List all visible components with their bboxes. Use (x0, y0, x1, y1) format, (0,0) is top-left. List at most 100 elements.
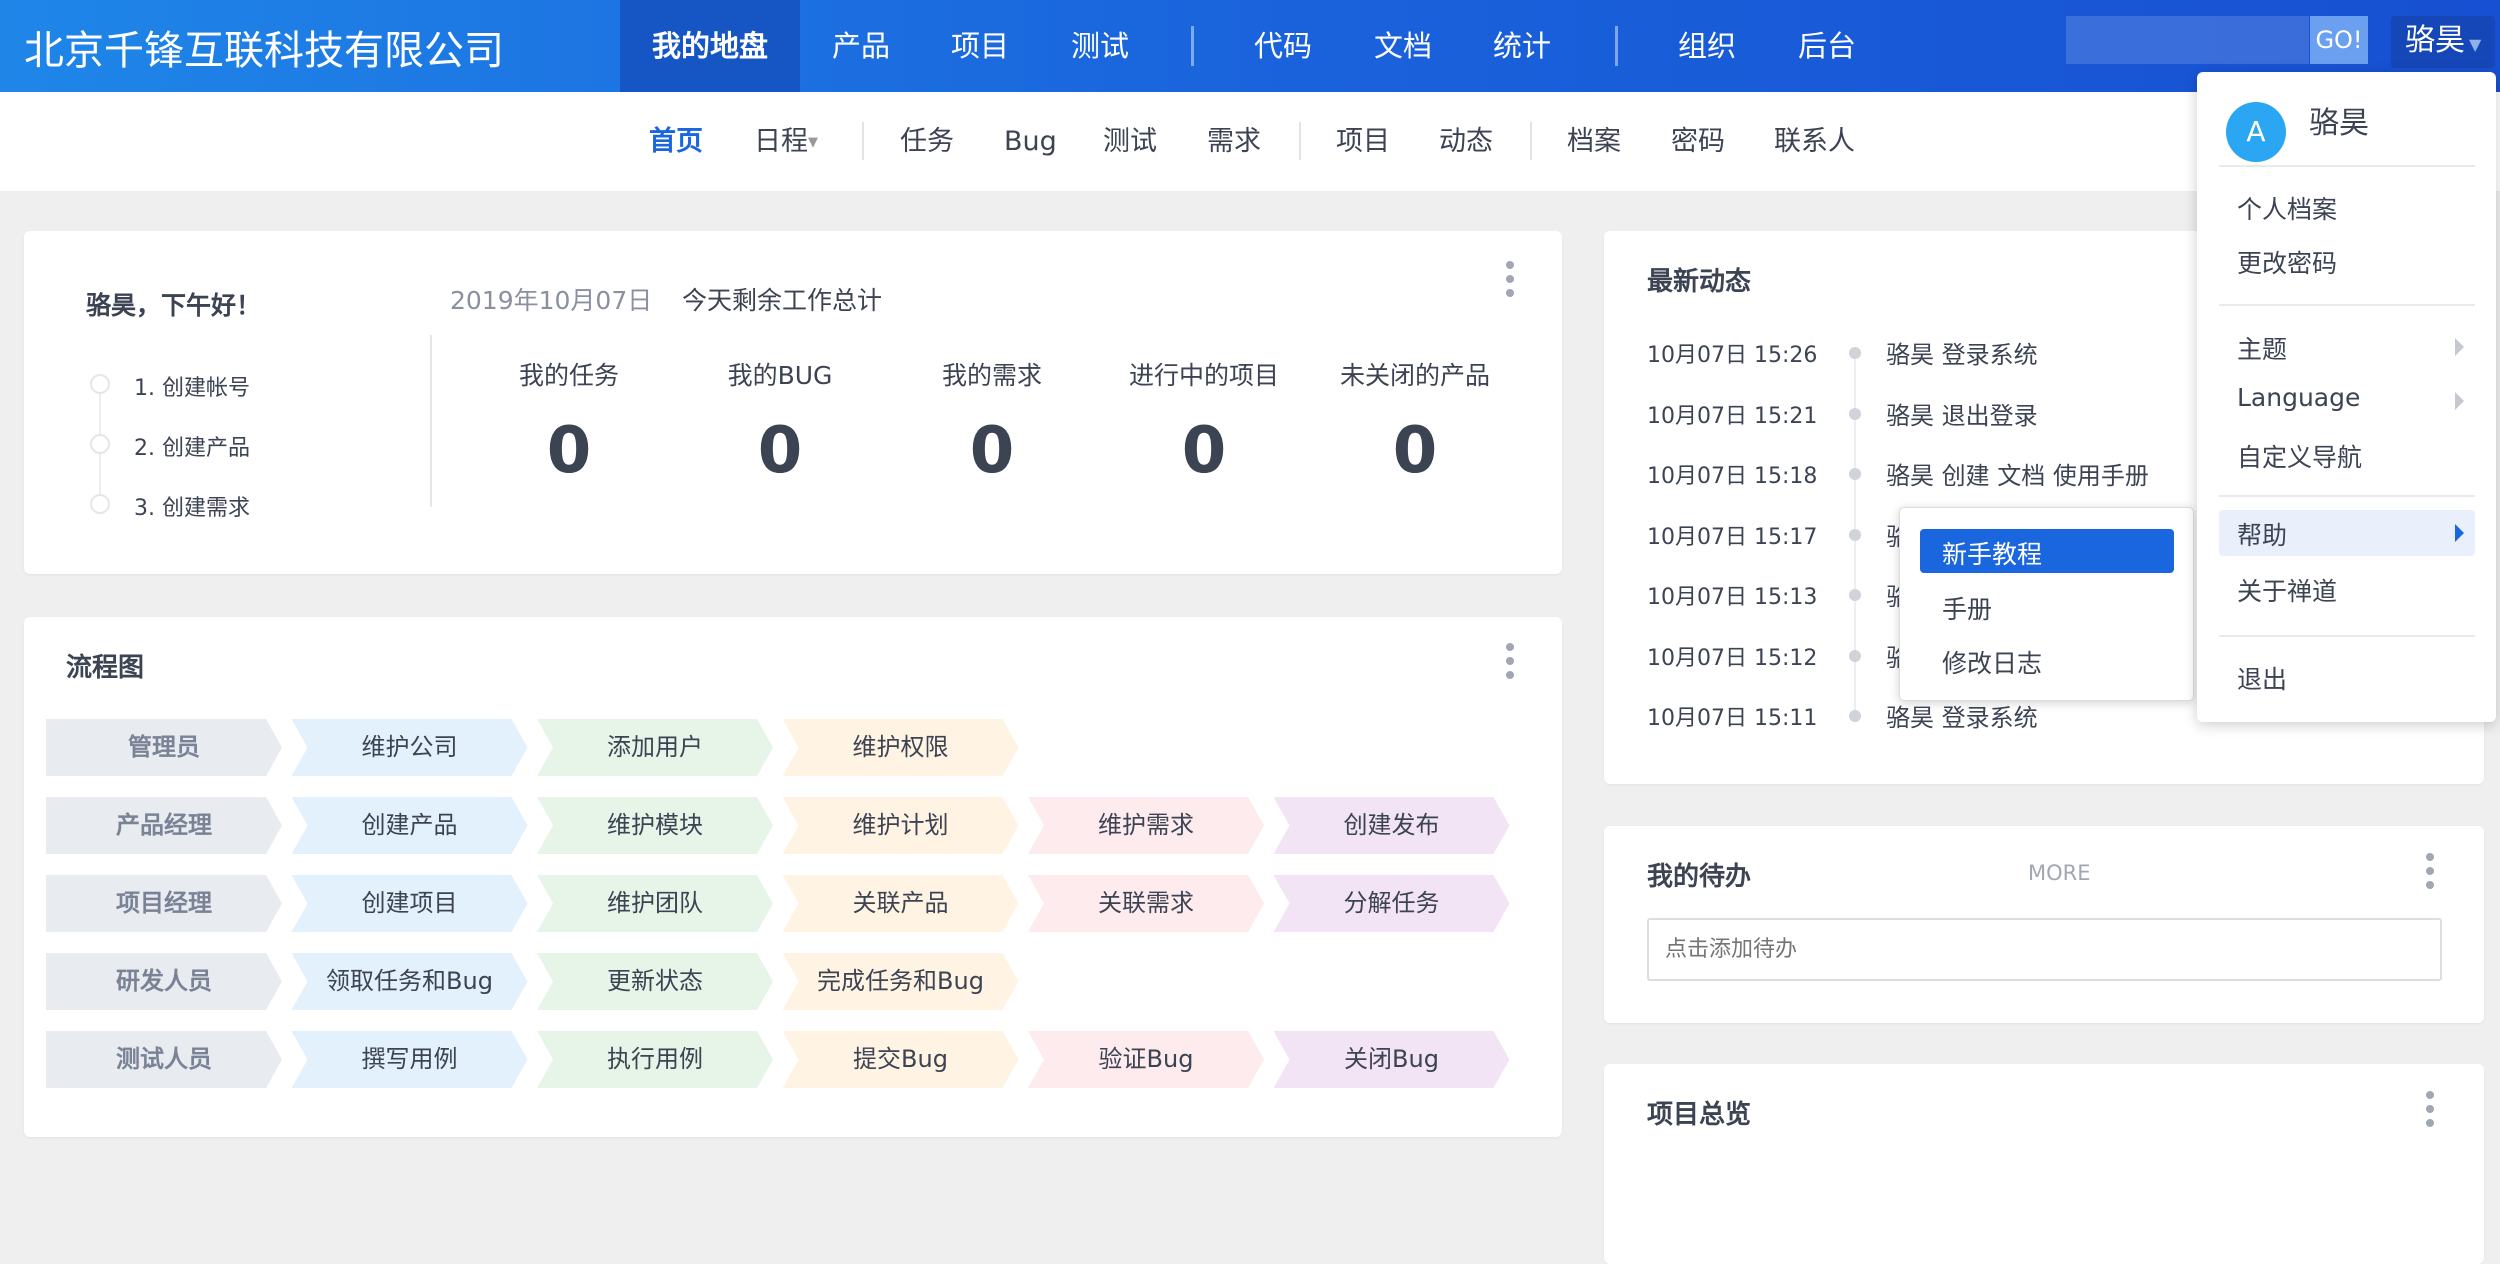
step-item[interactable]: 1. 创建帐号 (134, 376, 250, 401)
nav-stats[interactable]: 统计 (1492, 29, 1551, 63)
activity-text[interactable]: 骆昊 登录系统 (1886, 341, 2038, 369)
subnav-bug[interactable]: Bug (1004, 126, 1057, 157)
more-options-icon[interactable] (2426, 1091, 2434, 1133)
flow-step[interactable]: 分解任务 (1274, 875, 1510, 932)
flow-step[interactable]: 创建产品 (292, 797, 528, 854)
user-menu-button[interactable]: 骆昊 ▼ (2391, 16, 2495, 68)
todo-card: 我的待办 MORE (1604, 826, 2484, 1023)
menu-item-logout[interactable]: 退出 (2237, 665, 2288, 694)
flow-step[interactable]: 维护计划 (783, 797, 1019, 854)
company-title[interactable]: 北京千锋互联科技有限公司 (24, 28, 504, 74)
submenu-item-changelog[interactable]: 修改日志 (1942, 649, 2043, 678)
chevron-right-icon (2455, 338, 2464, 356)
activity-time: 10月07日 15:21 (1647, 403, 1818, 429)
flow-step[interactable]: 提交Bug (783, 1031, 1019, 1088)
todo-input[interactable] (1647, 918, 2442, 981)
nav-admin[interactable]: 后台 (1797, 29, 1856, 63)
flow-step[interactable]: 更新状态 (537, 953, 773, 1010)
step-item[interactable]: 3. 创建需求 (134, 496, 250, 521)
nav-test[interactable]: 测试 (1070, 29, 1129, 63)
more-options-icon[interactable] (1506, 643, 1514, 685)
activity-text[interactable]: 骆昊 创建 文档 使用手册 (1886, 462, 2149, 490)
search-input[interactable] (2066, 16, 2309, 64)
flow-step[interactable]: 添加用户 (537, 719, 773, 776)
nav-product[interactable]: 产品 (831, 29, 890, 63)
activity-text[interactable]: 骆昊 登录系统 (1886, 704, 2038, 732)
subnav-test[interactable]: 测试 (1103, 126, 1157, 157)
menu-item-profile[interactable]: 个人档案 (2237, 195, 2338, 224)
nav-my-dashboard[interactable]: 我的地盘 (620, 0, 800, 92)
menu-divider (2219, 304, 2475, 306)
menu-item-change-password[interactable]: 更改密码 (2237, 249, 2338, 278)
submenu-item-tutorial[interactable]: 新手教程 (1920, 529, 2174, 573)
activity-time: 10月07日 15:17 (1647, 524, 1818, 550)
today-date: 2019年10月07日 (450, 286, 653, 315)
stat-active-projects[interactable]: 进行中的项目 0 (1104, 356, 1304, 488)
stat-value: 0 (546, 414, 592, 488)
flow-step[interactable]: 维护公司 (292, 719, 528, 776)
menu-item-about[interactable]: 关于禅道 (2237, 577, 2338, 606)
nav-org[interactable]: 组织 (1677, 29, 1736, 63)
activity-time: 10月07日 15:18 (1647, 464, 1818, 489)
activity-text[interactable]: 骆昊 退出登录 (1886, 401, 2038, 430)
nav-project[interactable]: 项目 (950, 29, 1009, 63)
flow-step[interactable]: 创建项目 (292, 875, 528, 932)
flow-step[interactable]: 维护团队 (537, 875, 773, 932)
subnav-dynamic[interactable]: 动态 (1439, 126, 1493, 157)
subnav-project[interactable]: 项目 (1336, 126, 1390, 157)
submenu-item-manual[interactable]: 手册 (1942, 595, 1993, 624)
stat-value: 0 (1181, 414, 1227, 488)
caret-down-icon: ▼ (808, 135, 818, 150)
sub-navigation: 首页 日程▼ 任务 Bug 测试 需求 项目 动态 档案 密码 联系人 (0, 92, 2500, 191)
flow-step[interactable]: 创建发布 (1274, 797, 1510, 854)
flow-step[interactable]: 执行用例 (537, 1031, 773, 1088)
chevron-right-icon (2455, 392, 2464, 410)
flow-step[interactable]: 撰写用例 (292, 1031, 528, 1088)
flow-step[interactable]: 维护权限 (783, 719, 1019, 776)
menu-item-label: 帮助 (2237, 521, 2288, 550)
flow-step[interactable]: 领取任务和Bug (292, 953, 528, 1010)
flow-step[interactable]: 维护需求 (1028, 797, 1264, 854)
nav-divider (1191, 26, 1194, 66)
more-link[interactable]: MORE (2028, 861, 2091, 885)
activity-time: 10月07日 15:26 (1647, 343, 1818, 368)
menu-item-help[interactable]: 帮助 (2219, 510, 2475, 556)
stat-my-bugs[interactable]: 我的BUG 0 (680, 356, 880, 488)
subnav-contacts[interactable]: 联系人 (1774, 126, 1855, 157)
menu-divider (2219, 165, 2475, 167)
menu-item-theme[interactable]: 主题 (2237, 335, 2288, 364)
stat-open-products[interactable]: 未关闭的产品 0 (1315, 356, 1515, 488)
nav-docs[interactable]: 文档 (1373, 29, 1432, 63)
flow-role: 项目经理 (46, 875, 282, 932)
flow-role: 研发人员 (46, 953, 282, 1010)
nav-code[interactable]: 代码 (1253, 29, 1312, 63)
caret-down-icon: ▼ (2469, 35, 2482, 54)
timeline-dot (1849, 710, 1861, 722)
timeline-dot (1849, 468, 1861, 480)
flow-step[interactable]: 验证Bug (1028, 1031, 1264, 1088)
flow-step[interactable]: 关联产品 (783, 875, 1019, 932)
menu-item-language[interactable]: Language (2237, 383, 2361, 412)
stat-value: 0 (1392, 414, 1438, 488)
dropdown-user-name: 骆昊 (2309, 106, 2369, 141)
subnav-schedule[interactable]: 日程▼ (754, 92, 818, 192)
flow-step[interactable]: 完成任务和Bug (783, 953, 1019, 1010)
stat-my-tasks[interactable]: 我的任务 0 (469, 356, 669, 488)
flow-step[interactable]: 维护模块 (537, 797, 773, 854)
go-button[interactable]: GO! (2310, 16, 2368, 64)
subnav-password[interactable]: 密码 (1671, 126, 1725, 157)
more-options-icon[interactable] (1506, 261, 1514, 303)
more-options-icon[interactable] (2426, 853, 2434, 895)
subnav-home[interactable]: 首页 (649, 126, 703, 157)
timeline-dot (1849, 649, 1861, 662)
flow-step[interactable]: 关联需求 (1028, 875, 1264, 932)
menu-item-custom-nav[interactable]: 自定义导航 (2237, 443, 2363, 472)
stat-my-stories[interactable]: 我的需求 0 (892, 356, 1092, 488)
subnav-task[interactable]: 任务 (900, 126, 954, 157)
step-item[interactable]: 2. 创建产品 (134, 436, 250, 461)
flow-step[interactable]: 关闭Bug (1274, 1031, 1510, 1088)
flow-role: 测试人员 (46, 1031, 282, 1088)
stat-value: 0 (757, 414, 803, 488)
subnav-profile[interactable]: 档案 (1567, 126, 1621, 157)
subnav-story[interactable]: 需求 (1207, 126, 1261, 157)
